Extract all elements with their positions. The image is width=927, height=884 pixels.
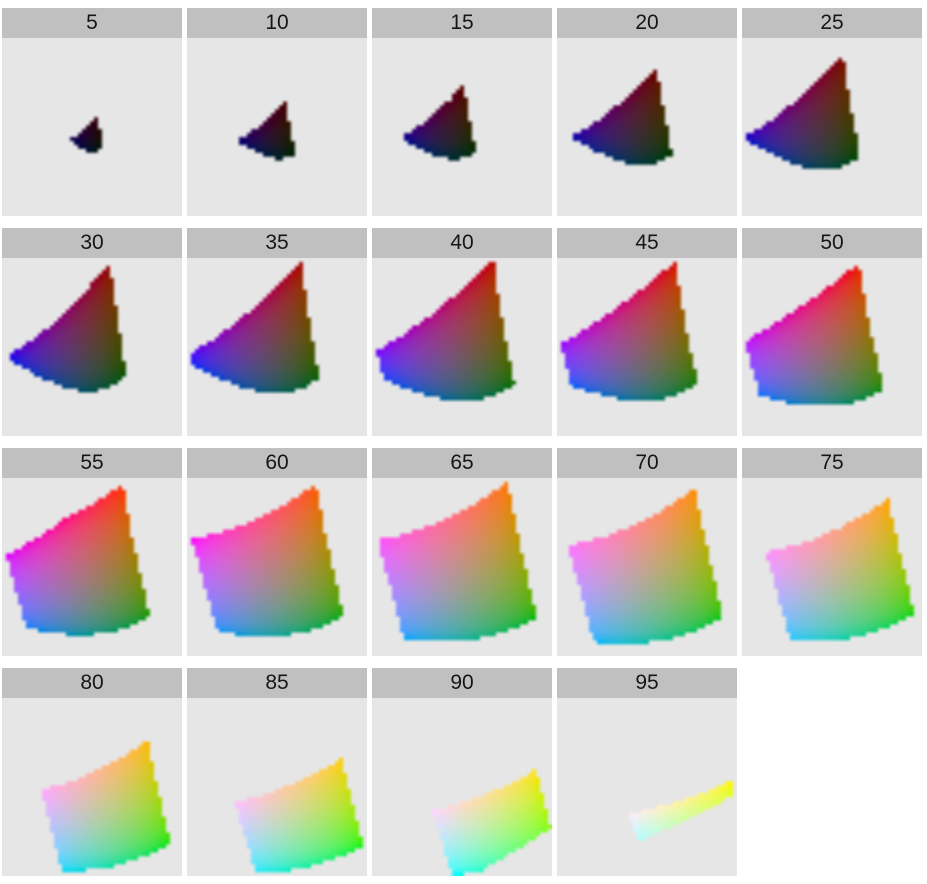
gamut-slice-canvas bbox=[2, 38, 182, 216]
gamut-slice-canvas bbox=[372, 258, 552, 436]
facet: 75 bbox=[742, 448, 922, 656]
gamut-slice-panel bbox=[557, 38, 737, 216]
facet-label: 10 bbox=[265, 11, 289, 34]
facet: 55 bbox=[2, 448, 182, 656]
facet: 80 bbox=[2, 668, 182, 876]
facet-strip: 15 bbox=[372, 8, 552, 38]
gamut-slice-panel bbox=[372, 698, 552, 876]
facet: 10 bbox=[187, 8, 367, 216]
gamut-slice-panel bbox=[557, 258, 737, 436]
gamut-slice-canvas bbox=[187, 258, 367, 436]
facet-label: 95 bbox=[635, 671, 659, 694]
facet-strip: 25 bbox=[742, 8, 922, 38]
gamut-slice-canvas bbox=[557, 38, 737, 216]
facet-strip: 90 bbox=[372, 668, 552, 698]
facet-strip: 80 bbox=[2, 668, 182, 698]
facet-label: 35 bbox=[265, 231, 289, 254]
facet-strip: 70 bbox=[557, 448, 737, 478]
gamut-slice-panel bbox=[2, 38, 182, 216]
facet: 50 bbox=[742, 228, 922, 436]
gamut-slice-panel bbox=[742, 38, 922, 216]
facet-strip: 30 bbox=[2, 228, 182, 258]
gamut-slice-panel bbox=[187, 478, 367, 656]
gamut-slice-panel bbox=[187, 258, 367, 436]
facet: 35 bbox=[187, 228, 367, 436]
facet-strip: 45 bbox=[557, 228, 737, 258]
facet: 25 bbox=[742, 8, 922, 216]
facet-strip: 60 bbox=[187, 448, 367, 478]
facet-label: 55 bbox=[80, 451, 104, 474]
facet-label: 70 bbox=[635, 451, 659, 474]
gamut-slice-panel bbox=[2, 698, 182, 876]
gamut-slice-canvas bbox=[557, 478, 737, 656]
facet: 5 bbox=[2, 8, 182, 216]
facet: 90 bbox=[372, 668, 552, 876]
facet-strip: 50 bbox=[742, 228, 922, 258]
gamut-slice-canvas bbox=[187, 478, 367, 656]
gamut-slice-panel bbox=[742, 258, 922, 436]
facet-strip: 35 bbox=[187, 228, 367, 258]
gamut-slice-canvas bbox=[742, 258, 922, 436]
gamut-slice-panel bbox=[372, 478, 552, 656]
gamut-slice-canvas bbox=[2, 478, 182, 656]
facet-label: 20 bbox=[635, 11, 659, 34]
facet-strip: 5 bbox=[2, 8, 182, 38]
facet-label: 75 bbox=[820, 451, 844, 474]
facet-strip: 75 bbox=[742, 448, 922, 478]
facet: 15 bbox=[372, 8, 552, 216]
facet-label: 60 bbox=[265, 451, 289, 474]
facet: 70 bbox=[557, 448, 737, 656]
gamut-slice-canvas bbox=[557, 258, 737, 436]
facet-strip: 95 bbox=[557, 668, 737, 698]
facet-label: 40 bbox=[450, 231, 474, 254]
gamut-slice-panel bbox=[372, 258, 552, 436]
facet: 20 bbox=[557, 8, 737, 216]
facet-strip: 65 bbox=[372, 448, 552, 478]
facet-label: 90 bbox=[450, 671, 474, 694]
facet: 45 bbox=[557, 228, 737, 436]
facet-strip: 10 bbox=[187, 8, 367, 38]
gamut-slice-panel bbox=[2, 258, 182, 436]
facet: 40 bbox=[372, 228, 552, 436]
gamut-slice-canvas bbox=[187, 698, 367, 876]
facet-label: 50 bbox=[820, 231, 844, 254]
facet-strip: 85 bbox=[187, 668, 367, 698]
facet-label: 25 bbox=[820, 11, 844, 34]
facet-strip: 40 bbox=[372, 228, 552, 258]
facet: 65 bbox=[372, 448, 552, 656]
facet-label: 45 bbox=[635, 231, 659, 254]
gamut-slice-canvas bbox=[557, 698, 737, 876]
gamut-slice-panel bbox=[187, 38, 367, 216]
gamut-slice-canvas bbox=[742, 38, 922, 216]
facet-label: 5 bbox=[86, 11, 98, 34]
facet-label: 85 bbox=[265, 671, 289, 694]
gamut-slice-canvas bbox=[372, 38, 552, 216]
gamut-slice-canvas bbox=[2, 258, 182, 436]
gamut-slice-panel bbox=[187, 698, 367, 876]
gamut-slice-canvas bbox=[2, 698, 182, 876]
facet-label: 15 bbox=[450, 11, 474, 34]
gamut-slice-panel bbox=[372, 38, 552, 216]
facet-label: 65 bbox=[450, 451, 474, 474]
gamut-slice-canvas bbox=[187, 38, 367, 216]
gamut-slice-canvas bbox=[742, 478, 922, 656]
gamut-slice-canvas bbox=[372, 478, 552, 656]
facet: 30 bbox=[2, 228, 182, 436]
facet-label: 80 bbox=[80, 671, 104, 694]
gamut-slice-canvas bbox=[372, 698, 552, 876]
facet-strip: 20 bbox=[557, 8, 737, 38]
gamut-slice-panel bbox=[742, 478, 922, 656]
facet: 85 bbox=[187, 668, 367, 876]
facet: 60 bbox=[187, 448, 367, 656]
facet-strip: 55 bbox=[2, 448, 182, 478]
gamut-slice-panel bbox=[2, 478, 182, 656]
gamut-slice-panel bbox=[557, 478, 737, 656]
gamut-slice-panel bbox=[557, 698, 737, 876]
facet-label: 30 bbox=[80, 231, 104, 254]
facet: 95 bbox=[557, 668, 737, 876]
